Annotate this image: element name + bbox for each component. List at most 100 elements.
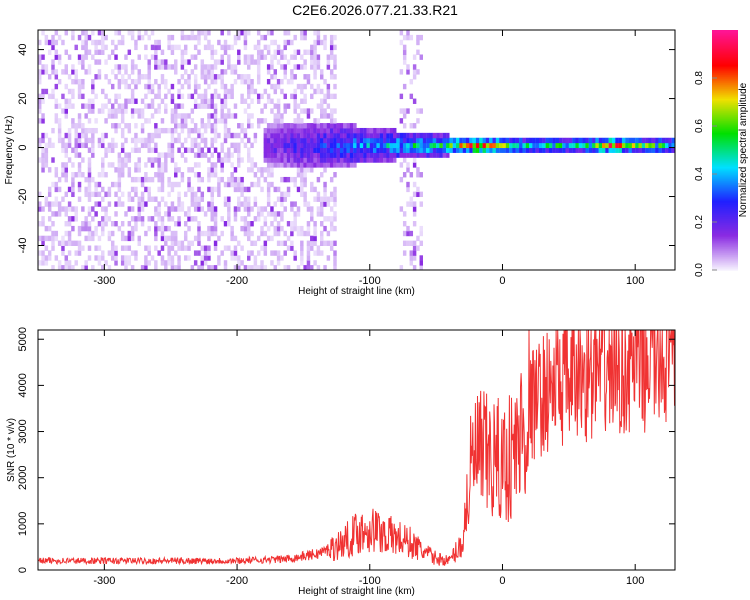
heatmap-cell — [74, 206, 78, 212]
heatmap-cell — [316, 39, 321, 46]
heatmap-cell — [406, 167, 410, 173]
heatmap-cell — [217, 157, 221, 163]
heatmap-cell — [134, 137, 138, 144]
heatmap-cell — [329, 137, 334, 144]
heatmap-cell — [84, 142, 88, 149]
heatmap-cell — [250, 221, 254, 227]
heatmap-cell — [154, 108, 158, 114]
heatmap-cell — [296, 186, 301, 193]
heatmap-cell — [578, 147, 583, 153]
heatmap-cell — [54, 201, 59, 207]
heatmap-cell — [187, 83, 191, 90]
heatmap-cell — [127, 255, 132, 261]
heatmap-cell — [260, 206, 264, 212]
heatmap-cell — [273, 39, 278, 46]
heatmap-cell — [412, 221, 417, 227]
heatmap-cell — [310, 162, 314, 168]
heatmap-cell — [203, 152, 208, 158]
chart-title: C2E6.2026.077.21.33.R21 — [292, 2, 458, 18]
heatmap-cell — [333, 44, 337, 51]
heatmap-cell — [439, 152, 443, 158]
heatmap-cell — [230, 44, 234, 51]
heatmap-cell — [592, 137, 596, 144]
heatmap-cell — [104, 191, 108, 198]
heatmap-cell — [64, 83, 68, 90]
heatmap-cell — [270, 206, 274, 212]
heatmap-cell — [74, 216, 78, 222]
colorbar-segment — [712, 134, 738, 137]
heatmap-cell — [253, 137, 258, 144]
heatmap-cell — [310, 167, 314, 173]
heatmap-cell — [290, 176, 294, 183]
heatmap-cell — [87, 196, 92, 202]
heatmap-cell — [177, 191, 181, 198]
heatmap-cell — [84, 235, 88, 242]
heatmap-cell — [326, 196, 331, 202]
heatmap-cell — [293, 88, 297, 95]
heatmap-cell — [310, 93, 314, 100]
heatmap-cell — [38, 206, 42, 212]
heatmap-cell — [247, 59, 251, 65]
heatmap-cell — [64, 191, 68, 198]
heatmap-cell — [429, 137, 433, 144]
heatmap-cell — [260, 108, 264, 114]
heatmap-cell — [310, 123, 314, 129]
heatmap-cell — [303, 64, 307, 70]
heatmap-cell — [409, 137, 414, 144]
heatmap-cell — [187, 147, 191, 153]
heatmap-cell — [256, 59, 261, 65]
heatmap-cell — [240, 78, 244, 85]
heatmap-cell — [406, 225, 410, 232]
heatmap-cell — [147, 78, 151, 85]
heatmap-cell — [429, 142, 433, 149]
heatmap-cell — [217, 132, 221, 139]
heatmap-cell — [283, 250, 287, 256]
heatmap-cell — [392, 137, 397, 144]
heatmap-cell — [207, 98, 211, 104]
heatmap-cell — [529, 147, 533, 153]
heatmap-cell — [134, 108, 138, 114]
heatmap-cell — [127, 191, 132, 198]
heatmap-cell — [174, 108, 178, 114]
colorbar-segment — [712, 258, 738, 261]
heatmap-cell — [187, 59, 191, 65]
heatmap-cell — [64, 255, 68, 261]
heatmap-cell — [459, 137, 463, 144]
heatmap-cell — [38, 235, 42, 242]
heatmap-cell — [127, 206, 132, 212]
heatmap-cell — [170, 93, 175, 100]
heatmap-cell — [174, 123, 178, 129]
heatmap-cell — [283, 54, 287, 60]
heatmap-cell — [207, 30, 211, 36]
heatmap-cell — [197, 265, 201, 271]
x-tick-label: 100 — [626, 275, 644, 287]
heatmap-cell — [44, 157, 49, 163]
heatmap-cell — [213, 167, 218, 173]
heatmap-cell — [144, 54, 148, 60]
heatmap-cell — [572, 142, 576, 149]
heatmap-cell — [426, 152, 430, 158]
heatmap-cell — [293, 49, 297, 55]
heatmap-cell — [177, 88, 181, 95]
heatmap-cell — [84, 127, 88, 134]
heatmap-cell — [250, 59, 254, 65]
heatmap-cell — [127, 49, 132, 55]
heatmap-cell — [203, 74, 208, 80]
heatmap-cell — [243, 142, 248, 149]
heatmap-cell — [276, 83, 281, 90]
heatmap-cell — [74, 147, 78, 153]
heatmap-cell — [210, 54, 214, 60]
heatmap-cell — [283, 39, 287, 46]
heatmap-cell — [71, 240, 75, 246]
heatmap-cell — [416, 137, 420, 144]
heatmap-cell — [303, 123, 307, 129]
heatmap-cell — [154, 54, 158, 60]
heatmap-cell — [562, 142, 566, 149]
heatmap-cell — [170, 98, 175, 104]
heatmap-cell — [227, 216, 231, 222]
heatmap-cell — [270, 108, 274, 114]
heatmap-cell — [369, 132, 374, 139]
heatmap-cell — [38, 250, 42, 256]
heatmap-cell — [120, 118, 125, 124]
heatmap-cell — [213, 147, 218, 153]
